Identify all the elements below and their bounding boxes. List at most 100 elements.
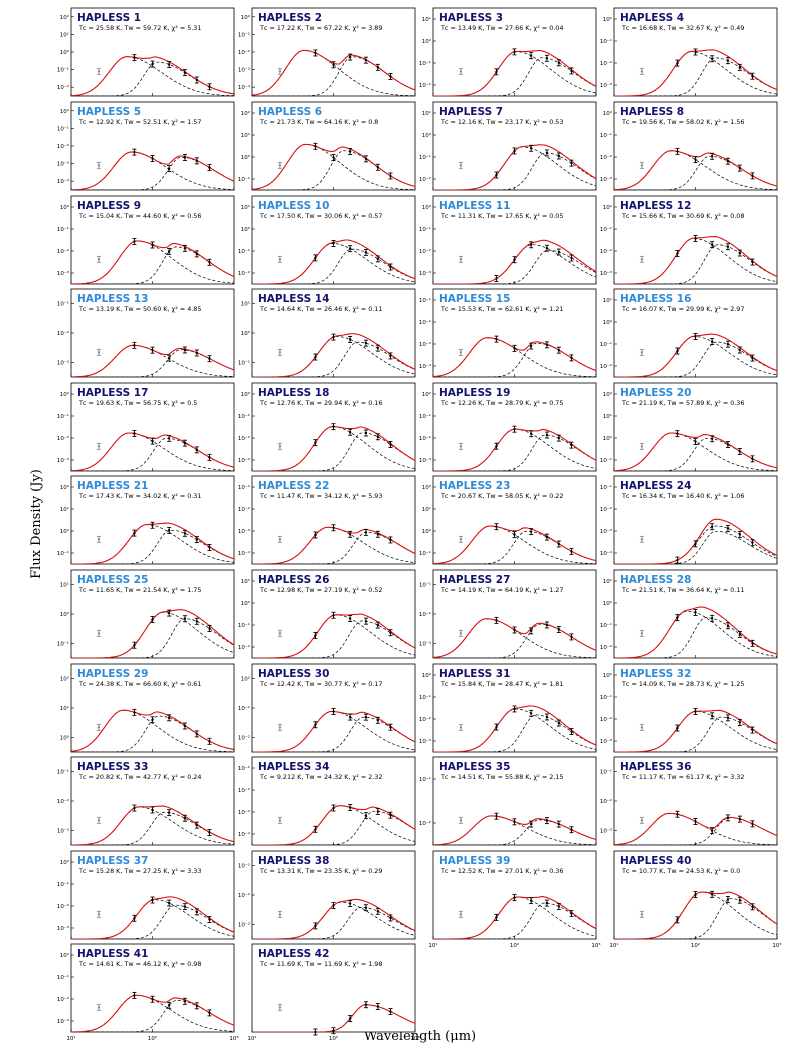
panel-fit-params: Tᴄ = 15.28 K, Tᴡ = 27.25 K, χ² = 3.33 [78,867,201,875]
panel-title: HAPLESS 3 [439,12,503,24]
data-point [570,730,573,733]
data-point [545,343,549,347]
data-point [640,726,644,729]
panel-title: HAPLESS 41 [77,948,148,960]
data-point [570,161,573,165]
x-tick-label: 10² [148,1035,157,1042]
panel-frame [251,663,416,753]
total-model-line [433,525,596,564]
data-point [726,245,730,248]
data-point [97,913,101,916]
data-point [97,632,101,635]
y-tick-label: 10⁻² [600,644,612,651]
y-tick-label: 10⁻¹ [57,550,69,557]
y-tick-label: 10⁻² [57,798,69,805]
cold-component-line [252,56,415,96]
panel-frame [251,943,416,1033]
panel-fit-params: Tᴄ = 12.76 K, Tᴡ = 29.94 K, χ² = 0.16 [259,399,382,407]
panel-fit-params: Tᴄ = 13.31 K, Tᴡ = 23.35 K, χ² = 0.29 [259,867,382,875]
data-point [332,904,335,907]
data-point [151,898,154,902]
data-point [545,623,549,627]
y-tick-label: 10⁻¹ [419,60,431,67]
panel-frame [70,101,235,191]
y-tick-label: 10⁻² [419,820,431,827]
data-point [183,348,187,352]
panel-frame [70,850,235,940]
y-tick-label: 10⁻¹ [419,413,431,420]
y-tick-label: 10⁻² [238,435,250,442]
data-point [376,533,380,536]
data-point [676,616,679,619]
y-tick-label: 10⁰ [603,600,613,607]
data-point [726,716,730,720]
panel-title: HAPLESS 35 [439,761,510,773]
y-tick-label: 10⁻³ [600,528,612,535]
data-point [97,164,101,167]
data-point [389,354,392,358]
panel-title: HAPLESS 21 [77,480,148,492]
panel-title: HAPLESS 6 [258,106,322,118]
data-point [332,526,335,529]
data-point [278,70,282,73]
panel-title: HAPLESS 30 [258,668,329,680]
panel-title: HAPLESS 2 [258,12,322,24]
y-tick-label: 10⁻² [419,319,431,326]
data-point [495,525,498,528]
y-tick-label: 10⁰ [60,611,70,618]
data-point [529,432,533,435]
panel-title: HAPLESS 22 [258,480,329,492]
data-point [495,173,498,177]
data-point [694,335,697,338]
y-tick-label: 10⁰ [241,154,251,161]
data-point [676,726,679,730]
data-point [676,813,679,816]
y-tick-label: 10⁻² [600,60,612,67]
data-point [314,1030,317,1034]
y-tick-label: 10⁻² [600,248,612,255]
data-point [332,335,335,339]
x-tick-label: 10¹ [66,1035,75,1042]
data-point [389,725,392,729]
data-point [278,445,282,448]
panel-frame [251,475,416,565]
total-model-line [71,709,234,752]
panel-fit-params: Tᴄ = 15.66 K, Tᴡ = 30.69 K, χ² = 0.08 [621,212,744,220]
data-point [278,538,282,541]
y-tick-label: 10² [422,484,431,491]
panel-title: HAPLESS 16 [620,293,691,305]
data-point [364,814,368,817]
cold-component-line [433,714,596,752]
data-point [495,916,498,919]
data-point [389,813,392,817]
y-tick-label: 10⁻⁴ [238,84,251,91]
y-tick-label: 10⁻² [419,248,431,255]
y-tick-label: 10⁻² [600,363,612,370]
panel-fit-params: Tᴄ = 11.69 K, Tᴡ = 11.69 K, χ² = 1.98 [259,960,382,968]
y-tick-label: 10⁻¹ [57,413,69,420]
data-point [459,258,463,261]
data-point [364,58,368,62]
panel-title: HAPLESS 37 [77,855,148,867]
data-point [208,85,211,88]
y-tick-label: 10⁰ [422,528,432,535]
data-point [195,252,199,256]
x-tick-label: 10² [329,1035,338,1042]
data-point [314,441,317,444]
data-point [694,611,697,614]
data-point [545,901,549,905]
data-point [495,814,498,818]
panel-frame [613,475,778,565]
data-point [545,57,549,60]
warm-component-line [614,812,777,845]
panel-title: HAPLESS 27 [439,574,510,586]
data-point [97,258,101,261]
y-tick-label: 10⁻² [57,330,69,337]
data-point [183,1000,187,1003]
